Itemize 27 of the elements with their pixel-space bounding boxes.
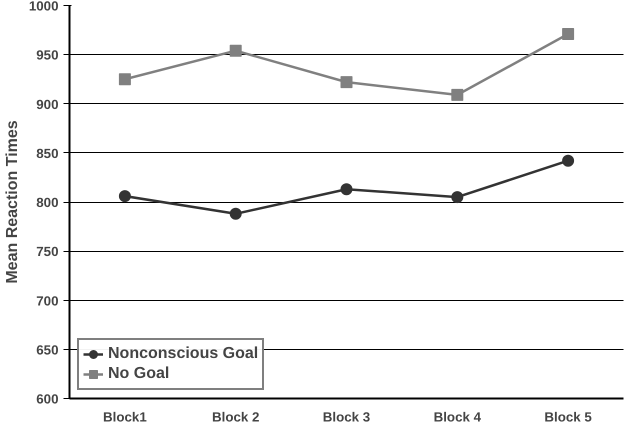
y-tick-label: 1000	[28, 0, 59, 14]
y-tick-label: 850	[36, 146, 59, 161]
y-tick-label: 700	[36, 293, 59, 308]
point	[562, 154, 574, 167]
x-tick-label: Block 3	[322, 410, 370, 424]
x-tick-label: Block1	[103, 410, 148, 424]
point	[451, 88, 464, 101]
y-tick-label: 600	[36, 392, 59, 406]
point	[230, 44, 242, 57]
y-tick-label: 650	[36, 342, 59, 358]
y-tick-label: 950	[36, 48, 59, 63]
point	[340, 183, 352, 196]
legend-label: Nonconscious Goal	[108, 345, 258, 363]
y-axis-title: Mean Reaction Times	[4, 120, 21, 284]
y-tick-label: 750	[36, 244, 59, 260]
x-tick-label: Block 2	[212, 410, 260, 424]
point	[118, 73, 131, 86]
point	[451, 191, 464, 204]
x-tick-label: Block 5	[544, 410, 592, 424]
x-tick-label: Block 4	[434, 410, 482, 424]
y-tick-label: 900	[36, 96, 59, 112]
point	[340, 76, 352, 88]
legend-label: No Goal	[108, 365, 170, 383]
point	[230, 208, 242, 220]
y-tick-label: 800	[36, 195, 59, 210]
point	[562, 28, 574, 40]
point	[118, 190, 131, 202]
